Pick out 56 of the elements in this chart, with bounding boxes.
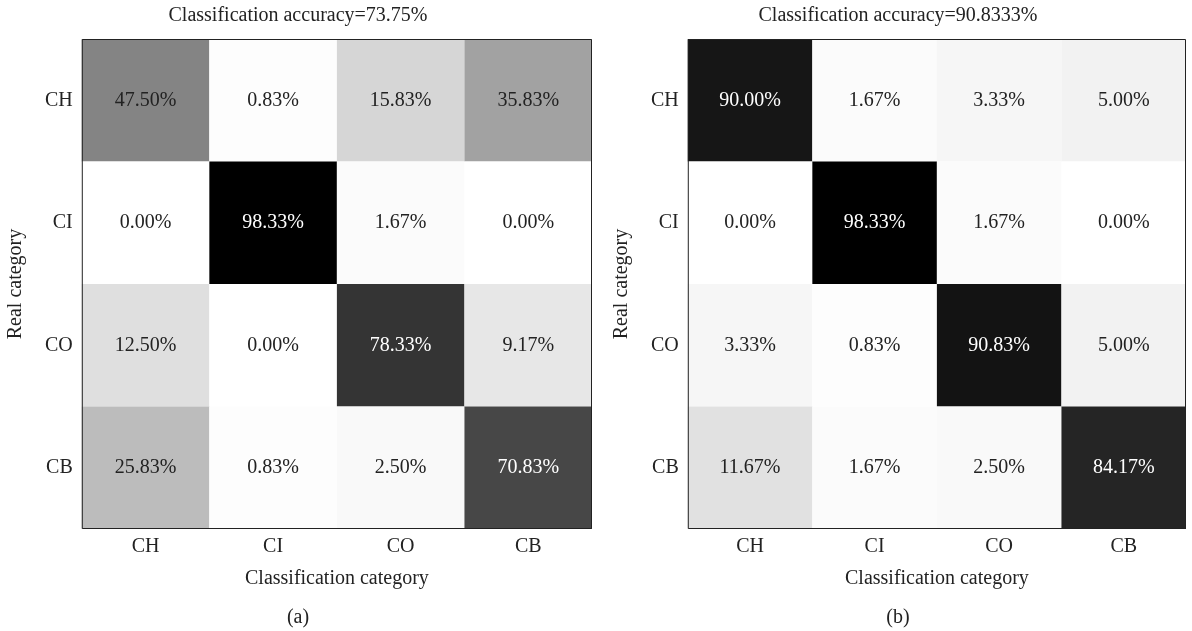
- data-label: 70.83%: [497, 455, 560, 477]
- data-label: 0.00%: [1097, 210, 1150, 232]
- chart-title: Classification accuracy=73.75%: [168, 3, 428, 27]
- data-label: 1.67%: [848, 455, 901, 477]
- text: (b): [886, 605, 910, 629]
- data-label: 11.67%: [719, 455, 781, 477]
- data-label: 98.33%: [242, 210, 304, 232]
- data-label: 0.83%: [247, 455, 299, 477]
- data-label: 0.00%: [502, 210, 555, 232]
- data-label: 84.17%: [1092, 455, 1155, 477]
- data-label: 1.67%: [848, 87, 901, 110]
- data-label: 3.33%: [724, 332, 776, 355]
- x-tick-label: CI: [263, 534, 284, 557]
- chart-title: Classification accuracy=90.8333%: [758, 3, 1038, 27]
- data-label: 0.00%: [724, 210, 776, 232]
- x-tick-label: CO: [985, 534, 1014, 557]
- data-label: 0.83%: [848, 332, 901, 355]
- data-label: 78.33%: [369, 332, 432, 355]
- data-label: 1.67%: [374, 210, 427, 232]
- data-label: 25.83%: [114, 455, 177, 477]
- data-label: 0.83%: [247, 87, 299, 110]
- data-label: 12.50%: [114, 332, 177, 355]
- x-axis-title: Classification category: [844, 566, 1029, 590]
- y-tick-label: CI: [52, 210, 73, 232]
- x-tick-label: CH: [131, 534, 160, 557]
- data-label: 2.50%: [973, 455, 1025, 477]
- x-tick-label: CH: [736, 534, 764, 557]
- x-tick-label: CB: [1110, 534, 1138, 557]
- data-label: 5.00%: [1097, 332, 1150, 355]
- y-tick-label: CO: [650, 332, 679, 355]
- y-axis-title: Real category: [3, 228, 27, 340]
- x-tick-label: CB: [514, 534, 542, 557]
- data-label: 47.50%: [114, 87, 177, 110]
- y-tick-label: CI: [658, 210, 679, 232]
- y-tick-label: CB: [652, 455, 679, 477]
- text: (a): [286, 605, 310, 629]
- data-label: 5.00%: [1097, 87, 1150, 110]
- data-label: 90.83%: [968, 332, 1030, 355]
- y-tick-label: CO: [44, 332, 73, 355]
- data-label: 3.33%: [973, 87, 1025, 110]
- data-label: 15.83%: [369, 87, 432, 110]
- data-label: 90.00%: [719, 87, 781, 110]
- x-tick-label: CO: [386, 534, 415, 557]
- x-axis-title: Classification category: [244, 566, 429, 590]
- data-label: 2.50%: [374, 455, 427, 477]
- y-tick-label: CH: [650, 87, 679, 110]
- data-label: 98.33%: [843, 210, 906, 232]
- y-tick-label: CB: [46, 455, 73, 477]
- data-label: 0.00%: [247, 332, 299, 355]
- data-label: 0.00%: [119, 210, 172, 232]
- data-label: 1.67%: [973, 210, 1025, 232]
- data-label: 9.17%: [502, 332, 555, 355]
- x-tick-label: CI: [864, 534, 885, 557]
- y-axis-title: Real category: [609, 228, 633, 340]
- data-label: 35.83%: [497, 87, 560, 110]
- y-tick-label: CH: [44, 87, 73, 110]
